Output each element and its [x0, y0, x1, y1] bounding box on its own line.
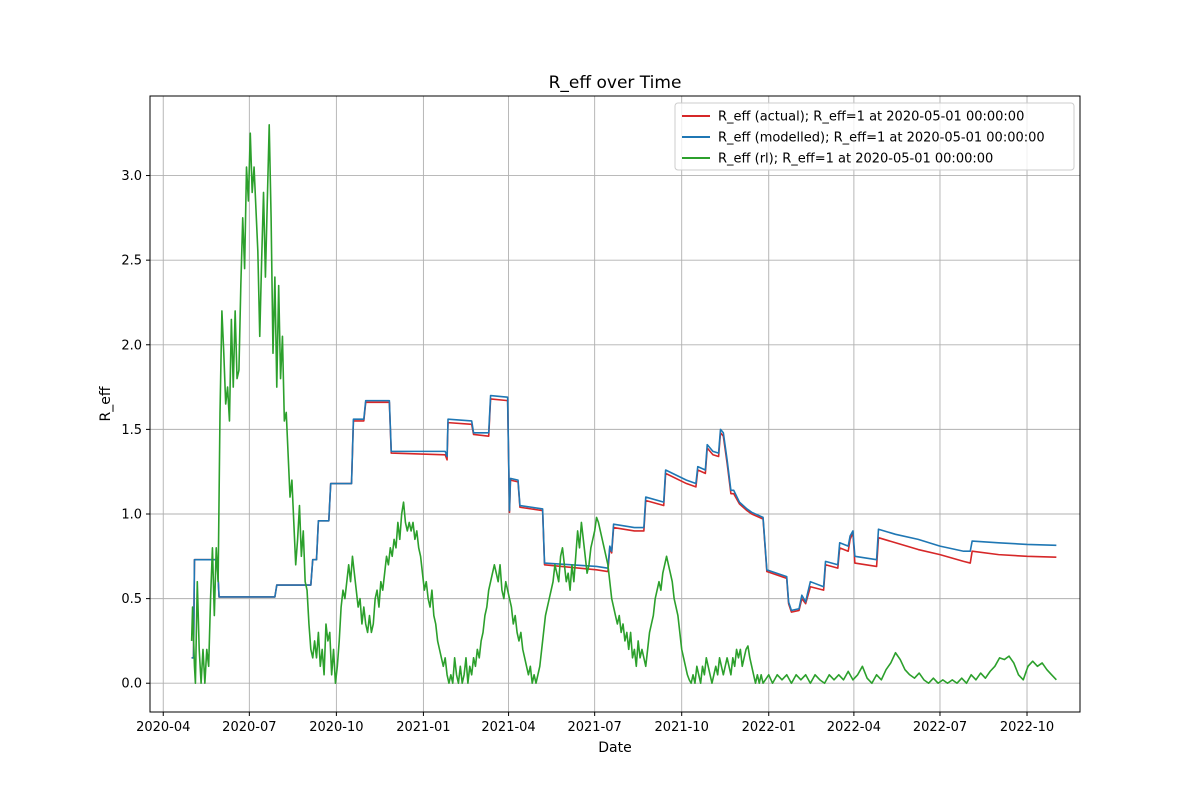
- grid-lines: [150, 96, 1080, 712]
- series-lines: [190, 123, 1057, 685]
- x-tick-label: 2022-10: [1000, 720, 1054, 735]
- y-tick-label: 0.5: [121, 592, 142, 607]
- y-tick-label: 3.0: [121, 169, 142, 184]
- chart-title: R_eff over Time: [549, 73, 682, 93]
- series-line-1: [191, 394, 1057, 659]
- plot-area-frame: [149, 95, 1081, 713]
- x-tick-label: 2022-04: [827, 720, 881, 735]
- y-tick-label: 2.0: [121, 338, 142, 353]
- x-tick-label: 2021-07: [567, 720, 621, 735]
- x-tick-label: 2020-10: [309, 720, 363, 735]
- axis-ticks: 2020-04 2020-07 2020-10 2021-01 2021-04 2021-…: [121, 169, 1054, 735]
- legend: R_eff (actual); R_eff=1 at 2020-05-01 00…: [674, 102, 1075, 171]
- series-line-2: [190, 123, 1057, 685]
- y-tick-label: 1.0: [121, 508, 142, 523]
- x-tick-label: 2021-04: [481, 720, 535, 735]
- legend-entry-label: R_eff (actual); R_eff=1 at 2020-05-01 00…: [718, 110, 1024, 125]
- x-tick-label: 2020-04: [136, 720, 190, 735]
- x-tick-label: 2021-01: [396, 720, 450, 735]
- y-tick-label: 2.5: [121, 254, 142, 269]
- y-tick-label: 0.0: [121, 677, 142, 692]
- y-tick-label: 1.5: [121, 423, 142, 438]
- series-line-0: [191, 398, 1057, 659]
- legend-box: [674, 102, 1075, 171]
- x-tick-label: 2021-10: [655, 720, 709, 735]
- y-axis-label: R_eff: [98, 386, 114, 421]
- x-tick-label: 2022-07: [913, 720, 967, 735]
- legend-entry-label: R_eff (modelled); R_eff=1 at 2020-05-01 …: [718, 131, 1045, 146]
- x-tick-label: 2020-07: [222, 720, 276, 735]
- x-axis-label: Date: [598, 740, 631, 756]
- legend-entry-label: R_eff (rl); R_eff=1 at 2020-05-01 00:00:…: [718, 152, 993, 167]
- x-tick-label: 2022-01: [742, 720, 796, 735]
